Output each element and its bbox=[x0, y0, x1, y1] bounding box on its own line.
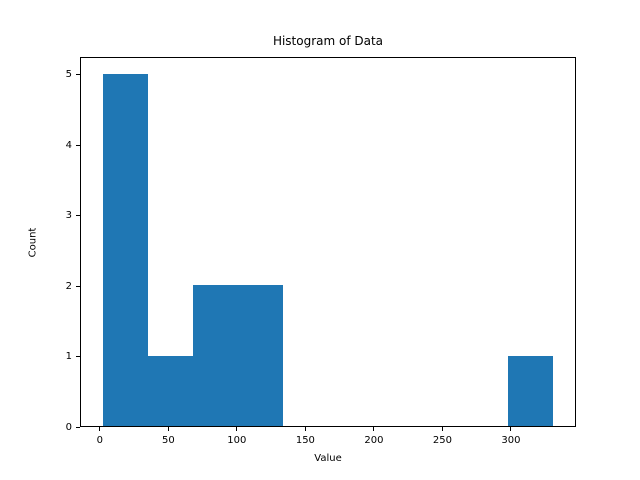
histogram-bar bbox=[147, 355, 193, 426]
x-tick-label: 300 bbox=[501, 435, 521, 446]
x-tick-mark bbox=[441, 427, 443, 431]
y-tick-label: 4 bbox=[65, 139, 72, 151]
y-tick-mark bbox=[76, 356, 80, 358]
y-tick-label: 1 bbox=[65, 351, 72, 363]
y-tick-mark bbox=[76, 74, 80, 76]
y-tick-label: 2 bbox=[65, 280, 72, 292]
x-tick-label: 0 bbox=[96, 435, 103, 446]
histogram-bar bbox=[508, 355, 554, 426]
x-tick-label: 100 bbox=[227, 435, 247, 446]
x-tick-label: 250 bbox=[432, 435, 452, 446]
y-axis-label: Count bbox=[27, 227, 39, 258]
y-tick-mark bbox=[76, 215, 80, 217]
histogram-bar bbox=[237, 285, 283, 426]
x-tick-mark bbox=[510, 427, 512, 431]
x-tick-label: 50 bbox=[161, 435, 175, 446]
histogram-bar bbox=[102, 73, 148, 426]
y-tick-mark bbox=[76, 426, 80, 428]
y-tick-mark bbox=[76, 144, 80, 146]
histogram-bar bbox=[192, 285, 238, 426]
y-tick-mark bbox=[76, 285, 80, 287]
x-axis-label: Value bbox=[314, 453, 342, 464]
y-tick-label: 0 bbox=[65, 421, 72, 433]
x-tick-mark bbox=[99, 427, 101, 431]
x-tick-label: 150 bbox=[295, 435, 315, 446]
y-tick-label: 5 bbox=[65, 69, 72, 81]
x-tick-mark bbox=[373, 427, 375, 431]
x-tick-label: 200 bbox=[364, 435, 384, 446]
plot-area bbox=[80, 57, 576, 427]
chart-title: Histogram of Data bbox=[272, 34, 384, 48]
y-tick-label: 3 bbox=[65, 210, 72, 222]
x-tick-mark bbox=[304, 427, 306, 431]
x-tick-mark bbox=[167, 427, 169, 431]
x-tick-mark bbox=[236, 427, 238, 431]
